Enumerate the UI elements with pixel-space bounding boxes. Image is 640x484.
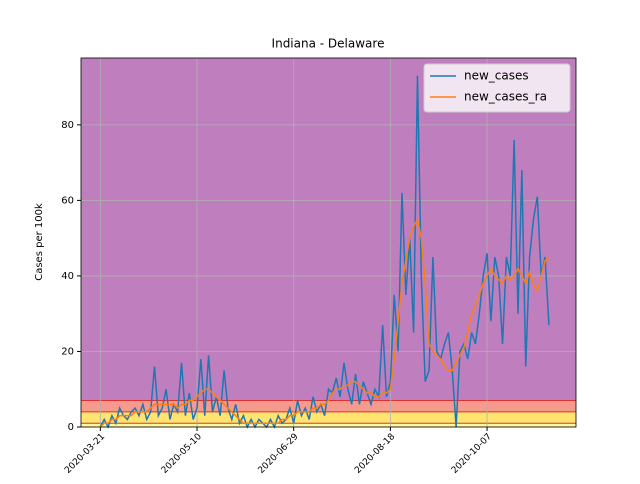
x-tick-label: 2020-05-10 xyxy=(160,432,204,476)
threshold-band xyxy=(81,423,576,427)
plot-frame xyxy=(80,57,577,428)
series-line xyxy=(99,75,550,429)
x-tick-label: 2020-08-18 xyxy=(353,432,397,476)
y-tick-label: 0 xyxy=(68,422,74,433)
legend-box xyxy=(423,63,571,113)
y-tick-label: 80 xyxy=(61,120,74,131)
y-axis-label: Cases per 100k xyxy=(34,203,45,281)
y-tick-label: 40 xyxy=(61,271,74,282)
legend-label: new_cases xyxy=(464,69,529,83)
threshold-band xyxy=(81,400,576,412)
y-tick-label: 60 xyxy=(61,195,74,206)
threshold-band xyxy=(81,411,576,424)
y-tick-label: 20 xyxy=(61,346,74,357)
legend-label: new_cases_ra xyxy=(464,90,547,104)
chart-title: Indiana - Delaware xyxy=(272,37,385,51)
threshold-band xyxy=(81,58,576,401)
x-tick-label: 2020-06-29 xyxy=(257,432,301,476)
series-line xyxy=(99,217,550,428)
x-tick-label: 2020-10-07 xyxy=(450,432,494,476)
x-tick-label: 2020-03-21 xyxy=(63,432,107,476)
